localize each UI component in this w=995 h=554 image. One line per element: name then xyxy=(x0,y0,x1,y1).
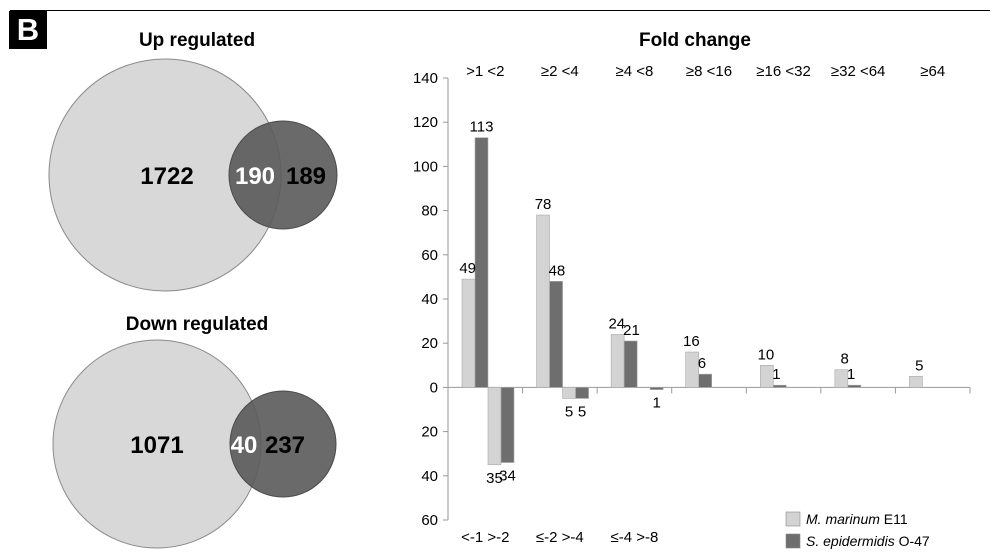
y-tick-label: 40 xyxy=(421,468,438,485)
y-tick-label: 140 xyxy=(413,70,438,87)
category-label-up: ≥32 <64 xyxy=(831,63,886,80)
y-tick-label: 120 xyxy=(413,114,438,131)
data-label-up: 8 xyxy=(841,351,849,368)
data-label-up: 1 xyxy=(772,366,780,383)
chart-axes xyxy=(443,77,971,521)
bar-down-0 xyxy=(562,387,576,399)
legend-label-italic: M. marinum xyxy=(806,511,880,527)
panel-label-badge: B xyxy=(9,11,47,49)
legend-label-rest: O-47 xyxy=(895,533,930,549)
y-tick-label: 0 xyxy=(430,379,438,396)
data-label-up: 21 xyxy=(623,322,640,339)
venn-down-right-circle xyxy=(229,390,337,498)
top-divider-line xyxy=(10,10,990,11)
bar-up-0 xyxy=(461,278,476,388)
data-label-up: 113 xyxy=(470,119,494,136)
venn-up-overlap-count: 190 xyxy=(235,163,275,190)
venn-up-left-count: 1722 xyxy=(140,163,193,190)
bar-up-1 xyxy=(772,384,787,388)
data-label-up: 6 xyxy=(698,355,706,372)
legend-label-rest: E11 xyxy=(880,511,908,527)
venn-up-title: Up regulated xyxy=(139,30,255,51)
bar-up-1 xyxy=(698,373,713,388)
category-label-up: ≥8 <16 xyxy=(686,63,732,80)
y-tick-label: 80 xyxy=(421,203,438,220)
data-label-up: 24 xyxy=(608,315,625,332)
data-label-up: 5 xyxy=(915,357,923,374)
bar-up-1 xyxy=(474,137,489,388)
data-label-down: 1 xyxy=(652,395,660,412)
venn-down-left-count: 1071 xyxy=(130,432,183,459)
bar-up-0 xyxy=(909,376,923,388)
category-label-up: ≥4 <8 xyxy=(615,63,653,80)
chart-bars xyxy=(461,137,923,466)
legend-swatch-1 xyxy=(785,533,801,549)
category-label-down: <-1 >-2 xyxy=(461,529,509,546)
venn-down-right-count: 237 xyxy=(265,432,305,459)
bar-down-1 xyxy=(500,387,515,463)
venn-down-title: Down regulated xyxy=(126,314,269,335)
venn-diagrams: Up regulated 1722 190 189 Down regulated… xyxy=(48,30,338,549)
category-label-up: ≥16 <32 xyxy=(756,63,811,80)
bar-up-1 xyxy=(549,281,563,388)
category-labels: >1 <2 ≥2 <4 ≥4 <8 ≥8 <16 ≥16 <32 ≥32 <64 ≥64 <-… xyxy=(461,63,945,546)
venn-up-right-count: 189 xyxy=(286,163,326,190)
legend-label-0: M. marinum E11 xyxy=(806,511,908,527)
y-tick-label: 20 xyxy=(421,424,438,441)
y-tick-label: 60 xyxy=(421,247,438,264)
bar-down-1 xyxy=(649,387,664,390)
bar-down-0 xyxy=(487,387,502,466)
legend-label-1: S. epidermidis O-47 xyxy=(806,533,930,549)
data-label-down: 34 xyxy=(499,468,516,485)
data-label-down: 5 xyxy=(565,403,573,420)
y-axis-ticks: 140 120 100 80 60 40 20 0 20 40 60 xyxy=(413,70,438,529)
y-tick-label: 20 xyxy=(421,335,438,352)
venn-up-right-circle xyxy=(228,120,338,230)
bar-down-1 xyxy=(575,387,589,399)
data-label-down: 35 xyxy=(486,470,503,487)
chart-title: Fold change xyxy=(639,30,751,51)
bar-up-1 xyxy=(847,384,862,388)
data-label-up: 10 xyxy=(758,346,775,363)
data-label-down: 5 xyxy=(578,403,586,420)
bar-up-0 xyxy=(685,351,700,388)
bar-up-0 xyxy=(610,334,625,388)
y-tick-label: 100 xyxy=(413,158,438,175)
chart-legend: M. marinum E11 S. epidermidis O-47 xyxy=(785,511,930,549)
legend-label-italic: S. epidermidis xyxy=(806,533,895,549)
legend-swatch-0 xyxy=(785,511,801,527)
category-label-up: ≥2 <4 xyxy=(541,63,579,80)
chart-data-labels: 49 78 24 16 10 8 5 35 5 113 48 21 6 1 1 34 5 1 xyxy=(459,119,923,487)
category-label-up: ≥64 xyxy=(920,63,945,80)
data-label-up: 48 xyxy=(549,262,566,279)
category-label-down: ≤-4 >-8 xyxy=(611,529,659,546)
y-tick-label: 40 xyxy=(421,291,438,308)
bar-up-0 xyxy=(834,369,849,388)
data-label-up: 78 xyxy=(535,196,552,213)
venn-down-overlap-count: 40 xyxy=(231,432,258,459)
data-label-up: 16 xyxy=(683,333,700,350)
data-label-up: 1 xyxy=(847,366,855,383)
bar-up-0 xyxy=(759,364,774,388)
y-tick-label: 60 xyxy=(421,512,438,529)
category-label-up: >1 <2 xyxy=(466,63,504,80)
data-label-up: 49 xyxy=(459,260,476,277)
bar-up-1 xyxy=(623,340,638,388)
category-label-down: ≤-2 >-4 xyxy=(536,529,584,546)
bar-up-0 xyxy=(536,214,550,388)
